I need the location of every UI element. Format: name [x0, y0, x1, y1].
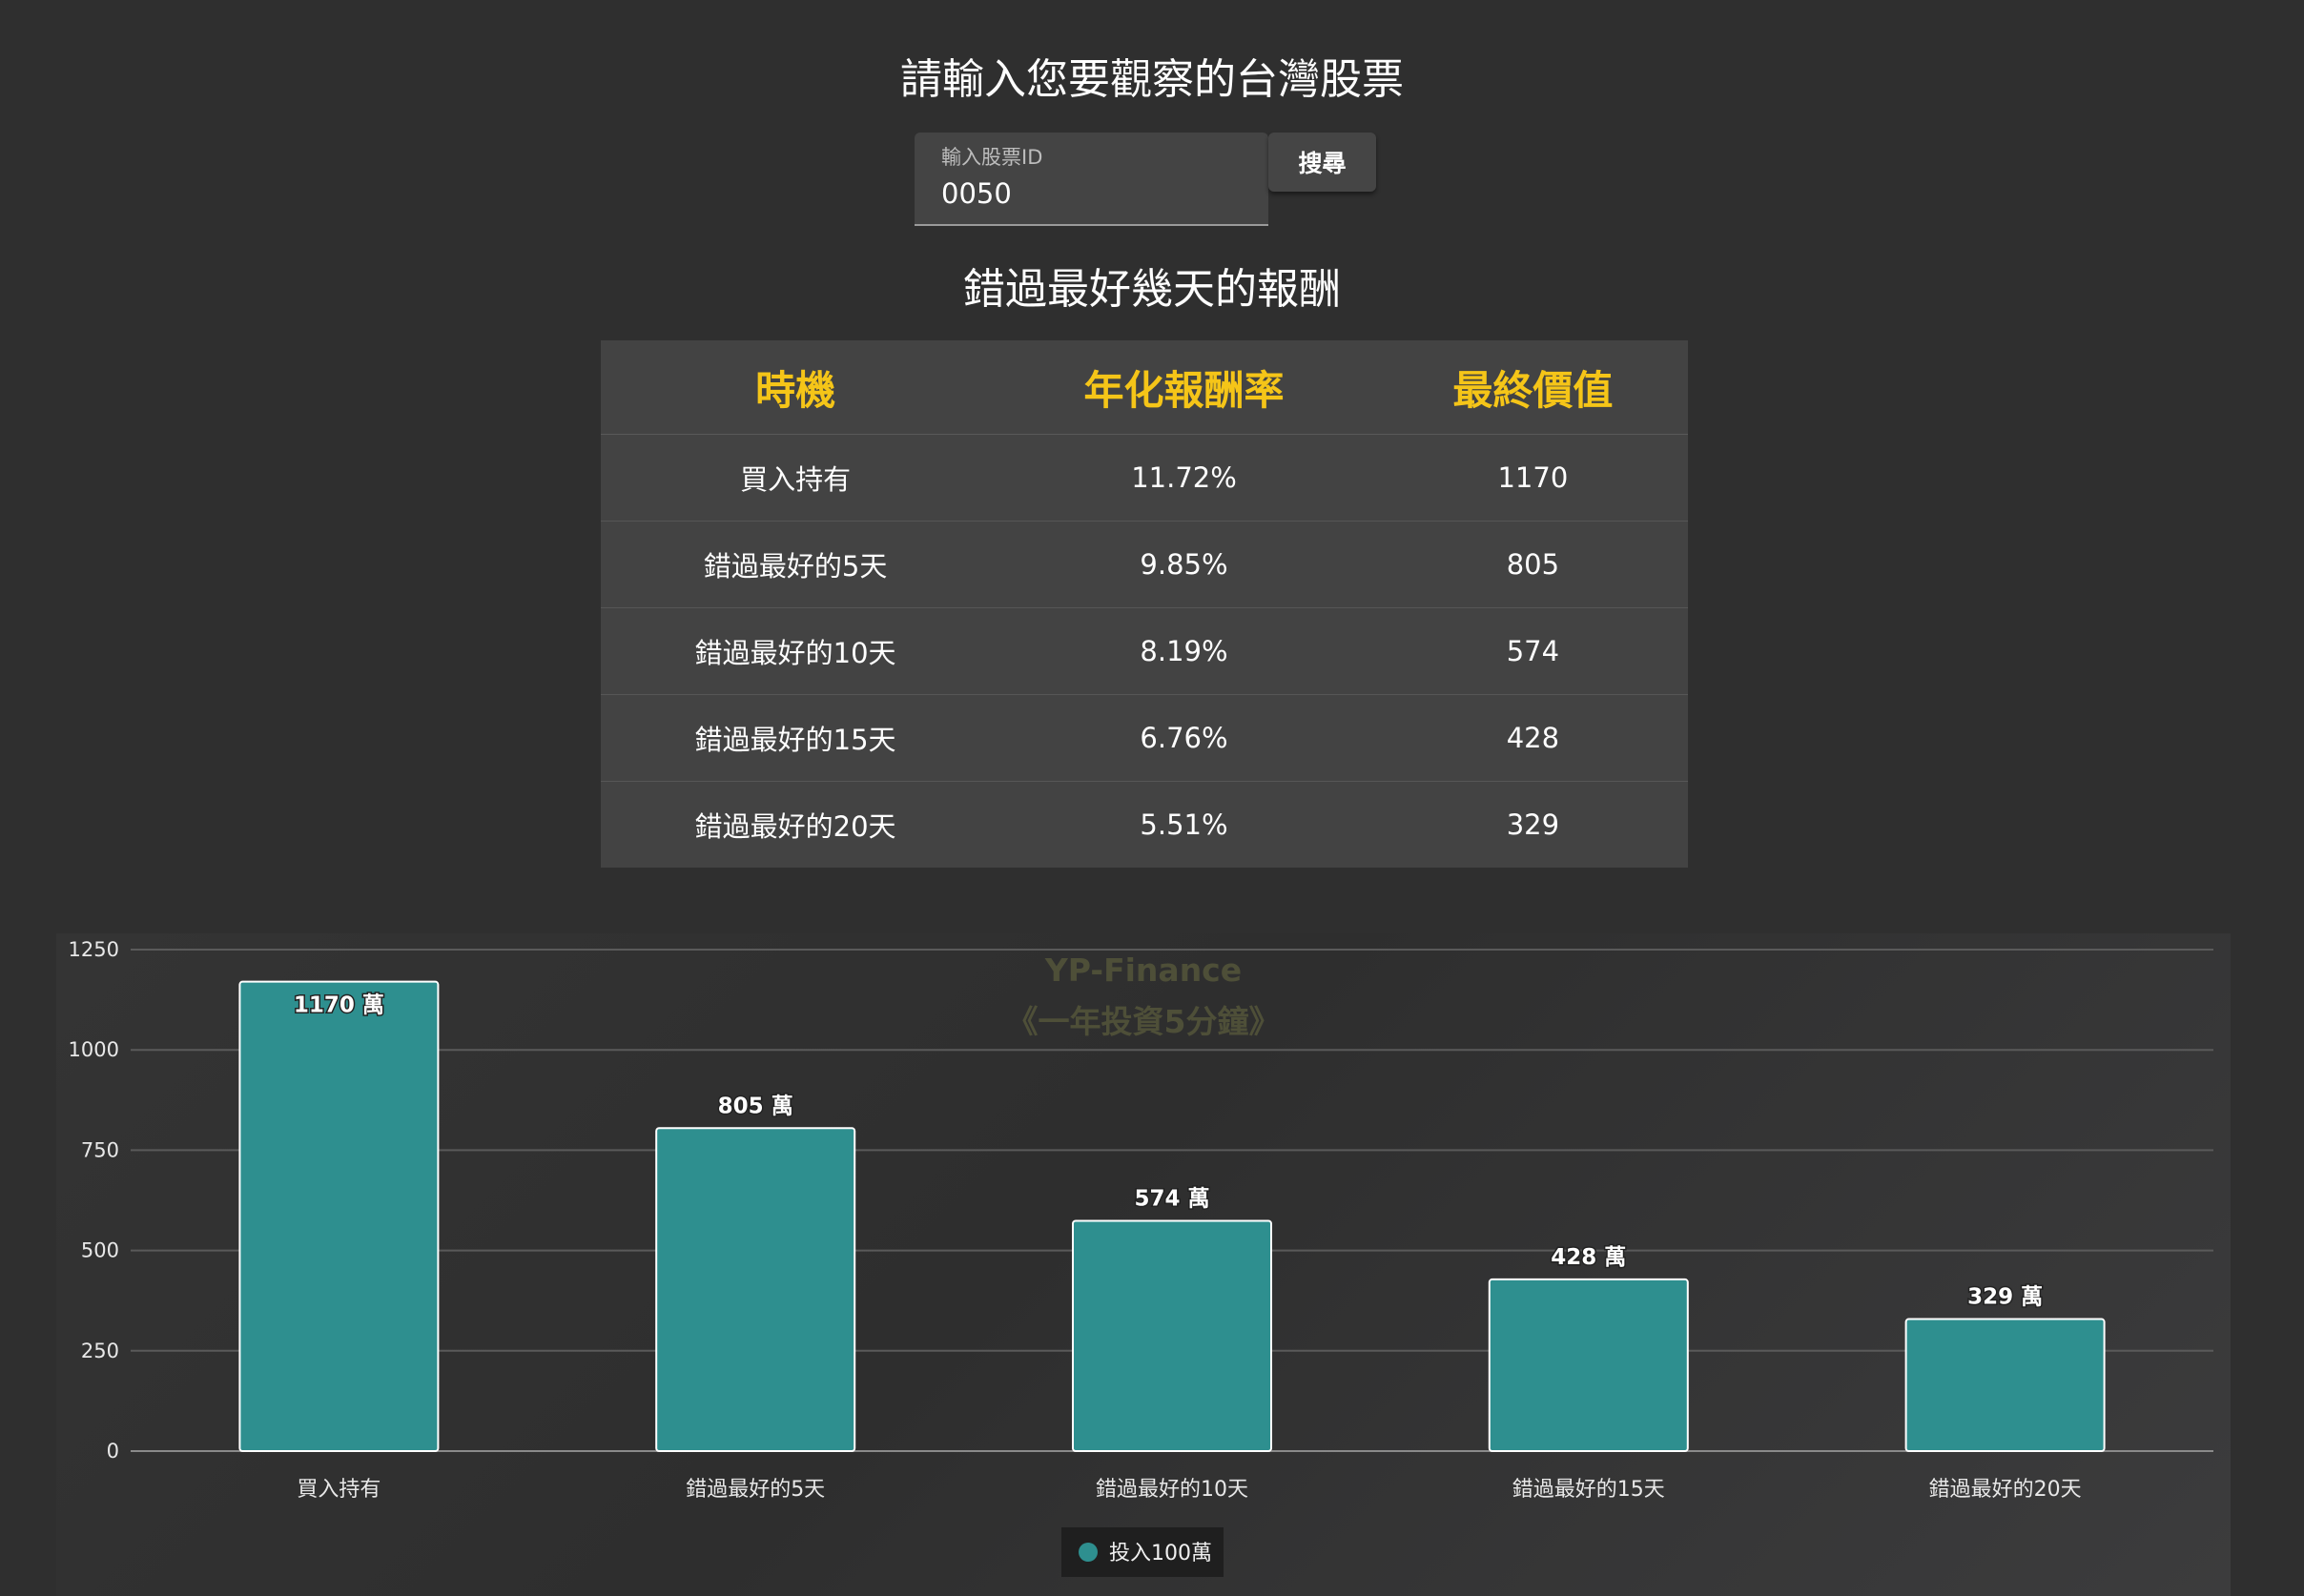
table-row: 錯過最好的20天 5.51% 329	[601, 782, 1688, 869]
final-value-cell: 574	[1377, 607, 1688, 695]
x-tick-label: 錯過最好的20天	[1929, 1478, 2082, 1502]
x-tick-label: 買入持有	[297, 1478, 381, 1502]
column-header-final-value: 最終價值	[1377, 340, 1688, 435]
watermark-text: YP-Finance	[1044, 951, 1242, 989]
y-tick-label: 0	[107, 1440, 119, 1463]
annual-return-cell: 11.72%	[990, 434, 1378, 522]
final-value-cell: 428	[1377, 694, 1688, 782]
final-value-cell: 805	[1377, 521, 1688, 608]
x-tick-label: 錯過最好的10天	[1096, 1478, 1248, 1502]
table-row: 錯過最好的15天 6.76% 428	[601, 694, 1688, 782]
table-row: 錯過最好的10天 8.19% 574	[601, 607, 1688, 695]
x-tick-label: 錯過最好的15天	[1512, 1478, 1665, 1502]
chart-canvas: 0 250 500 750 1000 1250 YP-Finance 《一年投資5分鐘》 117…	[69, 938, 2213, 1577]
final-value-cell: 329	[1506, 808, 1560, 841]
returns-bar-chart: 0 250 500 750 1000 1250 YP-Finance 《一年投資5分鐘》 117…	[56, 933, 2231, 1596]
bar-data-label: 329 萬	[1967, 1285, 2043, 1310]
watermark-text: 《一年投資5分鐘》	[1007, 1003, 1281, 1040]
bar	[1072, 1219, 1272, 1452]
returns-table: 時機 年化報酬率 最終價值 買入持有 11.72% 1170 錯過最好的5天 9…	[601, 340, 1688, 868]
timing-cell: 錯過最好的15天	[601, 694, 991, 782]
bar-data-label: 1170 萬	[294, 993, 384, 1018]
timing-cell: 買入持有	[601, 434, 991, 522]
column-header-timing: 時機	[601, 340, 991, 435]
timing-cell: 錯過最好的5天	[601, 521, 991, 608]
y-tick-label: 250	[81, 1340, 119, 1362]
bar-data-label: 805 萬	[718, 1094, 793, 1118]
stock-id-field[interactable]: 輸入股票ID	[915, 133, 1268, 226]
y-tick-label: 1250	[69, 938, 119, 961]
column-header-annual-return: 年化報酬率	[990, 340, 1378, 435]
search-button[interactable]: 搜尋	[1268, 133, 1376, 192]
bar-data-label: 574 萬	[1134, 1186, 1209, 1211]
y-tick-label: 500	[81, 1239, 119, 1262]
stock-id-label: 輸入股票ID	[941, 146, 1043, 169]
stock-id-input[interactable]	[941, 174, 1246, 213]
timing-cell: 錯過最好的20天	[694, 810, 896, 843]
legend-label: 投入100萬	[1109, 1542, 1212, 1565]
bar	[1488, 1278, 1689, 1453]
y-tick-label: 1000	[69, 1038, 119, 1061]
annual-return-cell: 6.76%	[990, 694, 1378, 782]
bar-data-label: 428 萬	[1551, 1245, 1626, 1270]
annual-return-cell: 9.85%	[990, 521, 1378, 608]
legend-marker	[1079, 1543, 1098, 1562]
bar	[238, 980, 440, 1452]
bar	[1904, 1318, 2106, 1452]
section-title: 錯過最好幾天的報酬	[963, 265, 1341, 314]
table-row: 錯過最好的5天 9.85% 805	[601, 521, 1688, 608]
bar	[655, 1127, 856, 1452]
table-row: 買入持有 11.72% 1170	[601, 434, 1688, 522]
annual-return-cell: 8.19%	[990, 607, 1378, 695]
timing-cell: 錯過最好的10天	[601, 607, 991, 695]
y-tick-label: 750	[81, 1138, 119, 1161]
page-title: 請輸入您要觀察的台灣股票	[900, 55, 1404, 104]
x-tick-label: 錯過最好的5天	[686, 1478, 825, 1502]
table-header-row: 時機 年化報酬率 最終價值	[601, 340, 1688, 435]
final-value-cell: 1170	[1377, 434, 1688, 522]
annual-return-cell: 5.51%	[1140, 808, 1228, 841]
